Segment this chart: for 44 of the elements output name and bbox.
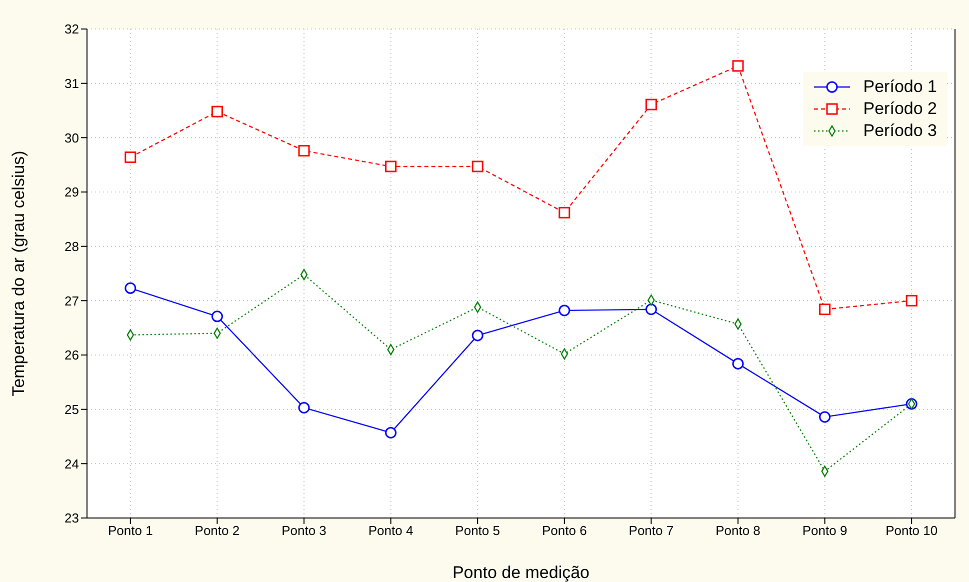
point (645, 304, 657, 316)
x-tick-label: Ponto 10 (886, 523, 938, 538)
x-tick-label: Ponto 8 (716, 523, 760, 538)
point (732, 60, 744, 72)
x-tick-label: Ponto 1 (108, 523, 153, 538)
point (298, 402, 310, 414)
point (385, 160, 397, 172)
point (472, 330, 484, 342)
legend-label: Período 3 (863, 121, 937, 141)
x-axis-title: Ponto de medição (452, 563, 590, 582)
y-tick-label: 27 (64, 293, 79, 308)
point (819, 411, 831, 423)
y-tick-label: 32 (64, 22, 79, 37)
point (211, 106, 223, 118)
point (385, 426, 397, 438)
y-tick-label: 30 (64, 130, 79, 146)
x-tick-label: Ponto 6 (542, 523, 587, 538)
point (472, 160, 484, 172)
x-tick-label: Ponto 2 (194, 523, 240, 538)
point (211, 310, 223, 322)
point (298, 144, 310, 156)
y-tick-label: 29 (64, 184, 79, 200)
point (906, 294, 918, 306)
point (124, 282, 136, 294)
x-tick-label: Ponto 9 (802, 523, 848, 538)
point (558, 304, 570, 316)
point (558, 206, 570, 218)
legend-label: Período 1 (863, 77, 937, 97)
x-tick-label: Ponto 5 (455, 523, 500, 538)
x-tick-label: Ponto 4 (368, 523, 414, 538)
y-tick-label: 31 (64, 76, 79, 91)
y-axis-title: Temperatura do ar (grau celsius) (9, 150, 28, 396)
y-tick-label: 25 (64, 402, 79, 417)
point (645, 98, 657, 110)
point (124, 151, 136, 163)
y-tick-label: 23 (64, 510, 79, 526)
y-tick-label: 28 (64, 238, 79, 254)
x-tick-label: Ponto 7 (628, 523, 674, 538)
point (819, 304, 831, 316)
x-tick-label: Ponto 3 (282, 523, 326, 538)
legend-label: Período 2 (863, 99, 937, 119)
y-tick-label: 26 (64, 348, 79, 363)
y-tick-label: 24 (64, 456, 79, 472)
point (732, 358, 744, 370)
